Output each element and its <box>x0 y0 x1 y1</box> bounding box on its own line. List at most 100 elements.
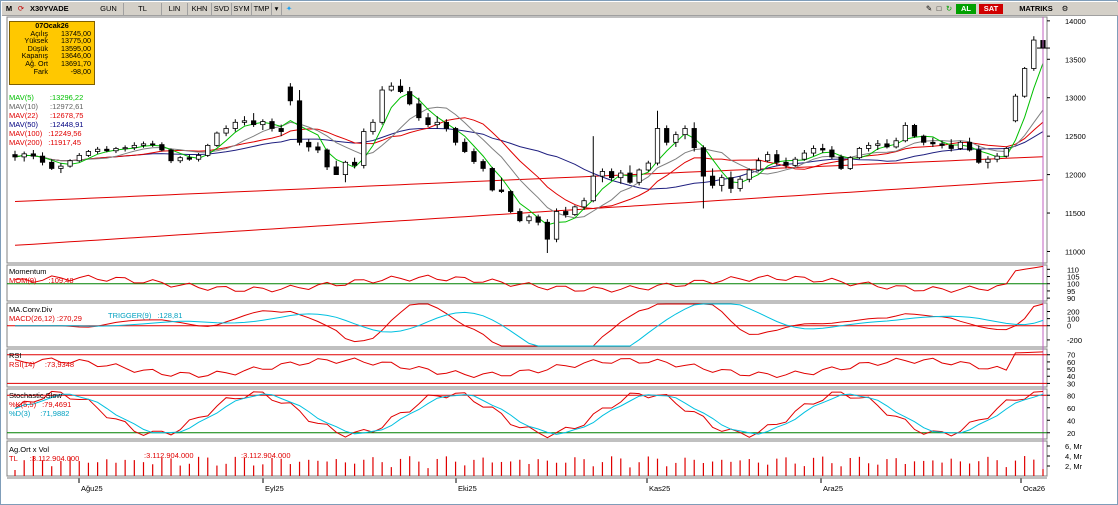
candle-up <box>737 178 743 189</box>
toolbar-button-tmp[interactable]: TMP <box>252 3 272 15</box>
candle-up <box>746 169 752 180</box>
candle-down <box>820 148 826 151</box>
date-tick-label: Eyl25 <box>265 484 284 493</box>
candle-up <box>177 157 183 162</box>
candle-down <box>930 141 936 145</box>
candle-up <box>434 121 440 126</box>
candle-down <box>251 120 257 126</box>
candle-down <box>563 211 569 215</box>
settings-icon[interactable]: ⚙ <box>1061 4 1069 13</box>
candle-up <box>673 134 679 143</box>
candle-down <box>700 147 706 177</box>
reload-icon[interactable]: ↻ <box>945 4 953 13</box>
price-tick-label: 13000 <box>1065 94 1086 103</box>
candle-up <box>388 85 394 91</box>
candle-down <box>159 144 165 151</box>
candle-down <box>352 161 358 166</box>
candle-down <box>397 85 404 92</box>
candle-up <box>866 144 872 149</box>
candle-down <box>517 211 523 222</box>
candle-down <box>480 161 486 169</box>
stoch-k-line <box>14 390 1044 439</box>
matriks-logo: MATRIKS <box>1019 4 1053 13</box>
rsi-title: RSI <box>9 351 22 360</box>
price-tick-label: 11500 <box>1065 209 1085 218</box>
ma50-line <box>14 128 1044 190</box>
toolbar-button-tl[interactable]: TL <box>124 3 162 15</box>
candle-down <box>783 161 789 166</box>
candle-down <box>416 103 422 119</box>
candle-down <box>278 128 284 132</box>
symbol-title[interactable]: X30YVADE <box>30 4 69 13</box>
momentum-tick-label: 100 <box>1067 280 1080 289</box>
candle-up <box>260 121 266 126</box>
candle-up <box>526 216 532 222</box>
ohlc-date: 07Ocak26 <box>35 21 69 30</box>
sell-button[interactable]: SAT <box>979 4 1003 14</box>
toolbar: M ⟳ X30YVADE GUN TL LIN KHN SVD SYM TMP … <box>2 2 1118 16</box>
candle-up <box>994 155 1000 160</box>
toolbar-button-khn[interactable]: KHN <box>188 3 212 15</box>
candle-down <box>471 151 477 162</box>
candle-down <box>168 149 174 162</box>
rsi-legend: RSI(14):73,9348 <box>9 360 75 369</box>
macd-line <box>15 303 1044 347</box>
candle-up <box>755 160 762 171</box>
toolbar-button-lin[interactable]: LIN <box>162 3 188 15</box>
vol-extra-1: :3.112.904.000 <box>144 451 194 460</box>
toolbar-button-svd[interactable]: SVD <box>212 3 232 15</box>
candle-down <box>489 168 495 191</box>
candle-down <box>150 143 156 146</box>
edit-icon[interactable]: ✎ <box>925 4 933 13</box>
macd-title: MA.Conv.Div <box>9 305 53 314</box>
momentum-legend: MOM(9):109,48 <box>9 276 74 285</box>
candle-down <box>948 144 954 149</box>
candle-up <box>95 148 101 152</box>
candle-up <box>682 128 688 136</box>
candle-up <box>370 121 376 132</box>
momentum-tick-label: 110 <box>1067 265 1079 274</box>
toolbar-button-gun[interactable]: GUN <box>94 3 124 15</box>
candle-down <box>30 153 36 157</box>
candle-up <box>856 148 863 159</box>
candle-up <box>875 143 881 146</box>
vol-extra-2: :3.112.904.000 <box>241 451 291 460</box>
candle-down <box>39 155 46 163</box>
candle-down <box>544 221 550 240</box>
stoch-tick-label: 40 <box>1067 416 1075 425</box>
candle-up <box>590 175 596 202</box>
indicator-panel-frame-3 <box>6 388 1048 440</box>
menu-icon[interactable]: M <box>5 4 13 13</box>
stoch-title: Stochastic,Slow <box>9 391 62 400</box>
candle-down <box>462 141 468 152</box>
candle-up <box>131 144 137 149</box>
momentum-title: Momentum <box>9 267 47 276</box>
square-icon[interactable]: □ <box>936 4 942 13</box>
candle-down <box>324 149 330 168</box>
candle-down <box>966 141 973 151</box>
volume-tick-label: 4, Mr <box>1065 452 1083 461</box>
candle-down <box>774 154 780 163</box>
price-tick-label: 14000 <box>1065 17 1086 26</box>
ma200-line <box>14 179 1044 246</box>
ohlc-row-open: Açılış 13745,00 <box>30 28 91 38</box>
toolbar-button-sym[interactable]: SYM <box>232 3 252 15</box>
ohlc-row-diff: Fark -98,00 <box>33 66 91 76</box>
stoch-tick-label: 20 <box>1067 429 1075 438</box>
momentum-tick-label: 105 <box>1067 273 1080 282</box>
candle-up <box>58 165 64 169</box>
refresh-icon[interactable]: ⟳ <box>17 4 25 13</box>
candle-down <box>315 146 321 151</box>
buy-button[interactable]: AL <box>956 4 976 14</box>
candle-up <box>893 140 899 148</box>
candle-down <box>443 121 449 129</box>
twitter-icon[interactable]: ✦ <box>285 4 293 13</box>
candle-up <box>195 154 202 160</box>
candle-down <box>627 172 633 183</box>
rsi-tick-label: 60 <box>1067 358 1075 367</box>
candle-down <box>333 166 339 175</box>
stoch-tick-label: 80 <box>1067 391 1075 400</box>
dropdown-icon[interactable]: ▾ <box>272 3 282 15</box>
candle-up <box>223 128 229 134</box>
